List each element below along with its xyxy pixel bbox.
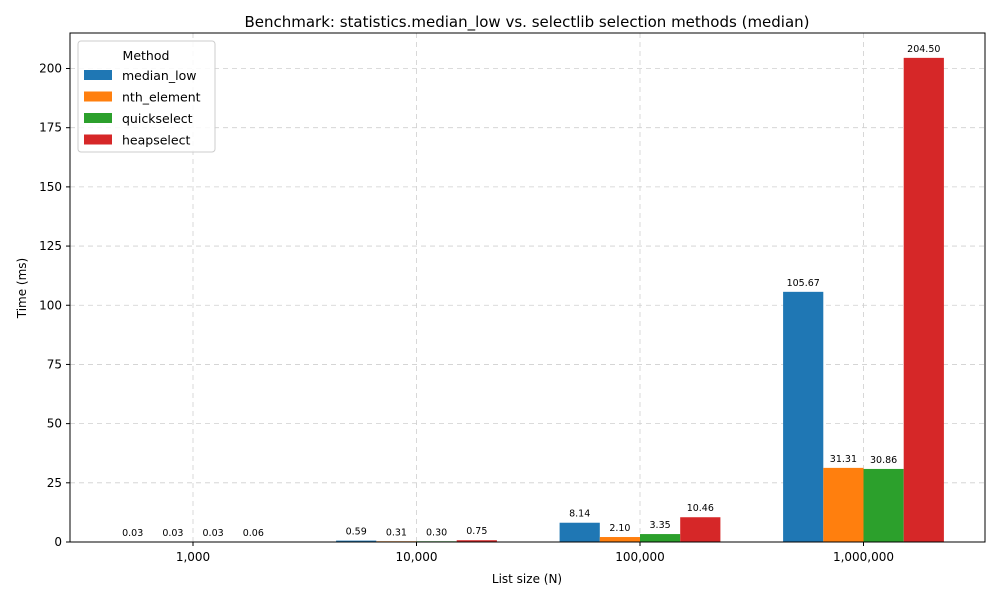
- bar-median-low: [336, 540, 377, 542]
- legend-entry: quickselect: [122, 111, 193, 126]
- bar-nth-element: [599, 537, 640, 542]
- data-label: 0.59: [346, 527, 367, 538]
- x-tick-label: 1,000: [176, 550, 210, 564]
- data-label: 30.86: [870, 455, 897, 466]
- y-tick-label: 100: [39, 298, 62, 312]
- data-label: 0.75: [466, 526, 487, 537]
- legend-items: median_low nth_element quickselect heapsele…: [84, 68, 201, 148]
- data-label: 10.46: [687, 503, 714, 514]
- legend-entry: nth_element: [122, 90, 201, 105]
- data-label: 3.35: [650, 520, 671, 531]
- bar-quickselect: [640, 534, 681, 542]
- x-tick-label: 1,000,000: [833, 550, 894, 564]
- data-label: 0.31: [386, 527, 407, 538]
- data-label: 2.10: [609, 523, 630, 534]
- data-label: 204.50: [907, 44, 940, 55]
- bar-quickselect: [863, 468, 904, 542]
- y-tick-label: 75: [47, 357, 62, 371]
- legend-swatch: [84, 113, 112, 123]
- y-tick-label: 150: [39, 180, 62, 194]
- legend-swatch: [84, 91, 112, 102]
- y-tick-label: 200: [39, 62, 62, 76]
- plot-frame: [69, 32, 986, 543]
- data-label: 0.30: [426, 527, 447, 538]
- chart-title: Benchmark: statistics.median_low vs. sel…: [244, 13, 809, 32]
- legend-title: Method: [123, 48, 170, 63]
- bar-nth-element: [823, 467, 864, 542]
- legend-swatch: [84, 134, 112, 145]
- data-label: 8.14: [569, 509, 590, 520]
- x-axis: 1,000 10,000 100,000 1,000,000: [176, 542, 894, 564]
- legend: Method median_low nth_element quickselect h…: [77, 40, 216, 153]
- data-label: 0.03: [162, 528, 183, 539]
- grid-layer: [70, 33, 985, 543]
- y-tick-label: 175: [39, 121, 62, 135]
- data-labels-layer: 0.03 0.59 8.14 105.67 0.03 0.31 2.10 31.31 0.03 0…: [122, 44, 940, 539]
- bar-median-low: [559, 522, 600, 542]
- legend-entry: heapselect: [122, 133, 190, 148]
- legend-swatch: [84, 70, 112, 80]
- y-tick-label: 50: [47, 417, 62, 431]
- y-tick-label: 125: [39, 239, 62, 253]
- data-label: 31.31: [830, 454, 857, 465]
- data-label: 0.03: [122, 528, 143, 539]
- bar-heapselect: [680, 517, 721, 542]
- bar-heapselect: [903, 57, 944, 542]
- legend-entry: median_low: [122, 68, 196, 83]
- y-tick-label: 25: [47, 476, 62, 490]
- y-tick-label: 0: [54, 535, 62, 549]
- x-axis-label: List size (N): [492, 572, 562, 586]
- data-label: 105.67: [787, 278, 820, 289]
- data-label: 0.03: [203, 528, 224, 539]
- y-axis-label: Time (ms): [15, 258, 29, 320]
- bars-layer: [112, 57, 944, 542]
- legend-box: [77, 40, 216, 153]
- x-tick-label: 10,000: [396, 550, 438, 564]
- data-label: 0.06: [243, 528, 264, 539]
- y-axis: 0 25 50 75 100 125 150 175 200: [39, 62, 70, 549]
- bar-median-low: [783, 291, 824, 542]
- bar-heapselect: [456, 540, 497, 542]
- x-tick-label: 100,000: [615, 550, 665, 564]
